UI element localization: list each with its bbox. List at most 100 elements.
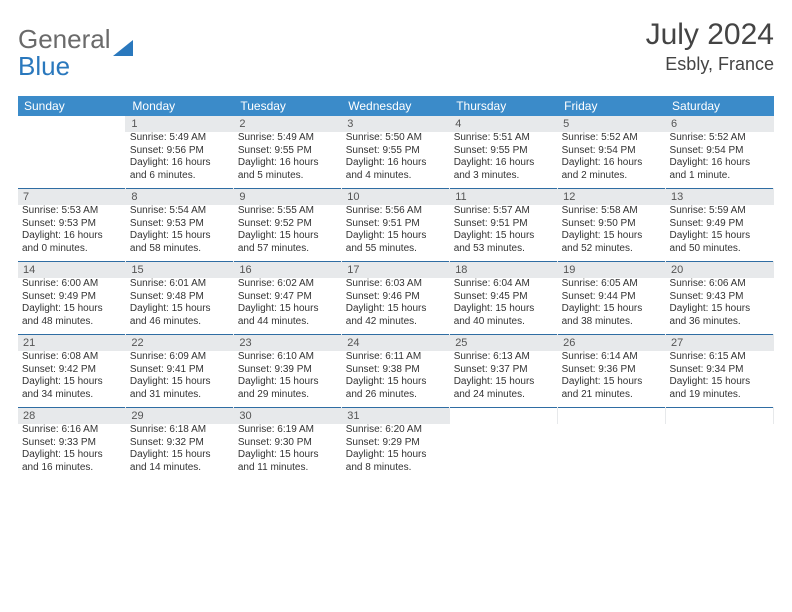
- day-info-line: Daylight: 15 hours and 29 minutes.: [238, 376, 338, 401]
- day-number: 28: [18, 408, 126, 425]
- day-info-line: Sunrise: 6:10 AM: [238, 351, 338, 364]
- day-info-line: Sunrise: 6:03 AM: [346, 278, 446, 291]
- day-header-saturday: Saturday: [666, 96, 774, 116]
- day-info-line: Daylight: 15 hours and 8 minutes.: [346, 449, 446, 474]
- day-info-line: Daylight: 15 hours and 16 minutes.: [22, 449, 122, 474]
- day-info-line: Daylight: 15 hours and 52 minutes.: [562, 230, 662, 255]
- week-row: Sunrise: 6:00 AMSunset: 9:49 PMDaylight:…: [18, 278, 774, 335]
- day-number: 25: [450, 335, 558, 352]
- day-info-line: Sunset: 9:49 PM: [670, 218, 770, 231]
- day-number: [666, 408, 774, 425]
- day-number: 18: [450, 262, 558, 279]
- week-row: Sunrise: 5:53 AMSunset: 9:53 PMDaylight:…: [18, 205, 774, 262]
- day-cell: Sunrise: 5:50 AMSunset: 9:55 PMDaylight:…: [342, 132, 450, 189]
- day-info-line: Sunset: 9:41 PM: [130, 364, 230, 377]
- day-info-line: Sunset: 9:49 PM: [22, 291, 122, 304]
- location-label: Esbly, France: [646, 54, 774, 75]
- day-number: 2: [234, 116, 342, 132]
- day-info-line: Sunrise: 6:05 AM: [562, 278, 662, 291]
- day-info-line: Daylight: 15 hours and 48 minutes.: [22, 303, 122, 328]
- day-info-line: Daylight: 15 hours and 57 minutes.: [238, 230, 338, 255]
- day-info-line: Daylight: 15 hours and 38 minutes.: [562, 303, 662, 328]
- day-info-line: Daylight: 16 hours and 2 minutes.: [562, 157, 662, 182]
- day-info-line: Sunset: 9:44 PM: [562, 291, 662, 304]
- day-cell: Sunrise: 6:09 AMSunset: 9:41 PMDaylight:…: [126, 351, 234, 408]
- day-info-line: Sunset: 9:55 PM: [454, 145, 554, 158]
- day-info-line: Sunrise: 6:18 AM: [130, 424, 230, 437]
- day-cell: Sunrise: 6:05 AMSunset: 9:44 PMDaylight:…: [558, 278, 666, 335]
- day-cell: Sunrise: 5:49 AMSunset: 9:55 PMDaylight:…: [234, 132, 342, 189]
- daynum-row: 123456: [18, 116, 774, 132]
- day-number: 14: [18, 262, 126, 279]
- day-header-sunday: Sunday: [18, 96, 126, 116]
- day-number: 17: [342, 262, 450, 279]
- day-info-line: Daylight: 16 hours and 1 minute.: [670, 157, 770, 182]
- day-info-line: Sunrise: 6:01 AM: [130, 278, 230, 291]
- day-cell: Sunrise: 6:00 AMSunset: 9:49 PMDaylight:…: [18, 278, 126, 335]
- day-info-line: Sunset: 9:33 PM: [22, 437, 122, 450]
- day-cell: Sunrise: 5:52 AMSunset: 9:54 PMDaylight:…: [666, 132, 774, 189]
- day-number: 8: [126, 189, 234, 206]
- day-info-line: Sunset: 9:51 PM: [346, 218, 446, 231]
- day-info-line: Daylight: 15 hours and 19 minutes.: [670, 376, 770, 401]
- day-info-line: Sunrise: 5:52 AM: [670, 132, 770, 145]
- day-cell: [18, 132, 126, 189]
- day-info-line: Sunrise: 6:08 AM: [22, 351, 122, 364]
- day-info-line: Sunset: 9:55 PM: [346, 145, 446, 158]
- day-number: 11: [450, 189, 558, 206]
- day-number: 23: [234, 335, 342, 352]
- day-cell: Sunrise: 5:49 AMSunset: 9:56 PMDaylight:…: [126, 132, 234, 189]
- day-info-line: Sunset: 9:54 PM: [670, 145, 770, 158]
- day-number: 19: [558, 262, 666, 279]
- day-cell: [666, 424, 774, 480]
- day-info-line: Sunset: 9:54 PM: [562, 145, 662, 158]
- day-info-line: Sunset: 9:42 PM: [22, 364, 122, 377]
- day-cell: Sunrise: 6:10 AMSunset: 9:39 PMDaylight:…: [234, 351, 342, 408]
- day-info-line: Sunset: 9:30 PM: [238, 437, 338, 450]
- day-number: 5: [558, 116, 666, 132]
- day-cell: Sunrise: 5:59 AMSunset: 9:49 PMDaylight:…: [666, 205, 774, 262]
- day-number: 4: [450, 116, 558, 132]
- day-number: 20: [666, 262, 774, 279]
- day-cell: [558, 424, 666, 480]
- day-number: 31: [342, 408, 450, 425]
- week-row: Sunrise: 6:16 AMSunset: 9:33 PMDaylight:…: [18, 424, 774, 480]
- day-info-line: Sunrise: 5:59 AM: [670, 205, 770, 218]
- day-info-line: Daylight: 15 hours and 46 minutes.: [130, 303, 230, 328]
- day-info-line: Sunset: 9:50 PM: [562, 218, 662, 231]
- day-cell: Sunrise: 6:14 AMSunset: 9:36 PMDaylight:…: [558, 351, 666, 408]
- day-number: 13: [666, 189, 774, 206]
- day-cell: Sunrise: 6:03 AMSunset: 9:46 PMDaylight:…: [342, 278, 450, 335]
- day-info-line: Sunrise: 6:11 AM: [346, 351, 446, 364]
- day-header-monday: Monday: [126, 96, 234, 116]
- day-info-line: Sunrise: 5:54 AM: [130, 205, 230, 218]
- day-cell: Sunrise: 5:55 AMSunset: 9:52 PMDaylight:…: [234, 205, 342, 262]
- day-info-line: Sunrise: 6:15 AM: [670, 351, 770, 364]
- title-block: July 2024 Esbly, France: [646, 18, 774, 75]
- day-number: 16: [234, 262, 342, 279]
- day-cell: Sunrise: 6:15 AMSunset: 9:34 PMDaylight:…: [666, 351, 774, 408]
- day-number: 7: [18, 189, 126, 206]
- day-info-line: Sunrise: 6:20 AM: [346, 424, 446, 437]
- day-info-line: Sunrise: 6:09 AM: [130, 351, 230, 364]
- day-info-line: Sunrise: 5:58 AM: [562, 205, 662, 218]
- day-info-line: Sunrise: 6:19 AM: [238, 424, 338, 437]
- day-header-tuesday: Tuesday: [234, 96, 342, 116]
- day-info-line: Sunset: 9:55 PM: [238, 145, 338, 158]
- day-info-line: Sunset: 9:39 PM: [238, 364, 338, 377]
- day-cell: Sunrise: 5:52 AMSunset: 9:54 PMDaylight:…: [558, 132, 666, 189]
- day-info-line: Daylight: 16 hours and 5 minutes.: [238, 157, 338, 182]
- day-cell: Sunrise: 6:01 AMSunset: 9:48 PMDaylight:…: [126, 278, 234, 335]
- day-info-line: Sunrise: 5:49 AM: [130, 132, 230, 145]
- day-info-line: Sunrise: 5:57 AM: [454, 205, 554, 218]
- day-header-friday: Friday: [558, 96, 666, 116]
- day-info-line: Sunrise: 6:13 AM: [454, 351, 554, 364]
- day-cell: Sunrise: 6:19 AMSunset: 9:30 PMDaylight:…: [234, 424, 342, 480]
- day-info-line: Daylight: 15 hours and 44 minutes.: [238, 303, 338, 328]
- day-info-line: Daylight: 15 hours and 50 minutes.: [670, 230, 770, 255]
- day-info-line: Sunset: 9:37 PM: [454, 364, 554, 377]
- day-cell: Sunrise: 6:02 AMSunset: 9:47 PMDaylight:…: [234, 278, 342, 335]
- day-info-line: Sunset: 9:45 PM: [454, 291, 554, 304]
- day-cell: Sunrise: 6:08 AMSunset: 9:42 PMDaylight:…: [18, 351, 126, 408]
- week-row: Sunrise: 6:08 AMSunset: 9:42 PM Daylight:…: [18, 351, 774, 408]
